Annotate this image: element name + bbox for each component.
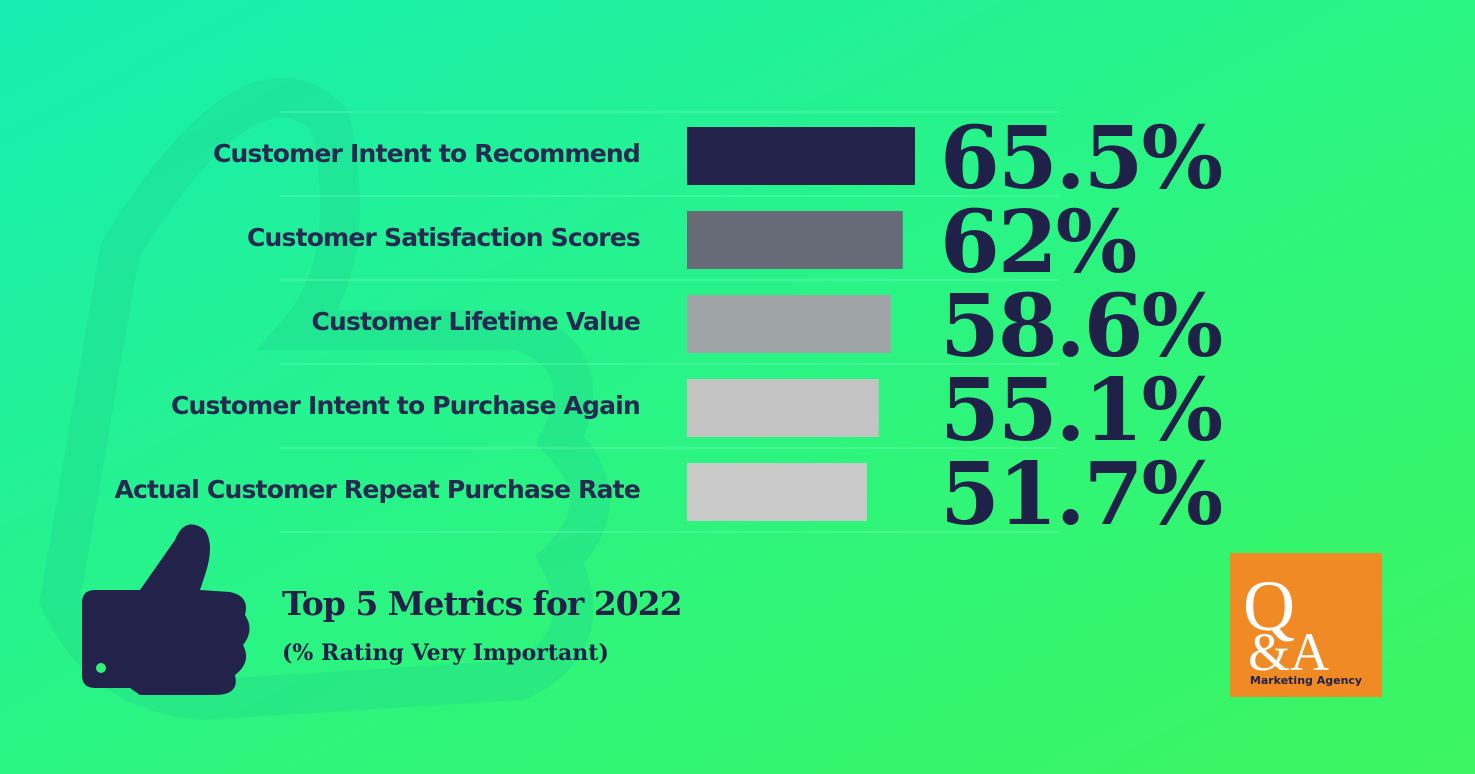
chart-title: Top 5 Metrics for 2022 [282, 584, 682, 623]
logo-top: Q [1243, 566, 1295, 646]
category-label: Actual Customer Repeat Purchase Rate [114, 475, 640, 504]
bar [687, 295, 891, 353]
bar [687, 379, 879, 437]
chart-subtitle: (% Rating Very Important) [282, 640, 609, 666]
value-label: 55.1% [940, 360, 1221, 461]
separators [280, 111, 1060, 533]
category-label: Customer Satisfaction Scores [247, 223, 640, 252]
icon-dot [96, 663, 106, 673]
bar [687, 211, 903, 269]
value-label: 51.7% [940, 444, 1221, 545]
value-label: 58.6% [940, 276, 1221, 377]
bar [687, 463, 867, 521]
category-label: Customer Intent to Recommend [213, 139, 640, 168]
logo-bottom: &A [1248, 622, 1329, 682]
value-label: 62% [940, 192, 1136, 293]
value-label: 65.5% [940, 108, 1221, 209]
bar [687, 127, 915, 185]
category-label: Customer Lifetime Value [311, 307, 640, 336]
logo-name: Marketing Agency [1250, 674, 1362, 687]
category-label: Customer Intent to Purchase Again [171, 391, 640, 420]
background-thumb [39, 77, 610, 721]
logo-box [1230, 553, 1382, 697]
thumbs-up-icon [82, 524, 250, 695]
